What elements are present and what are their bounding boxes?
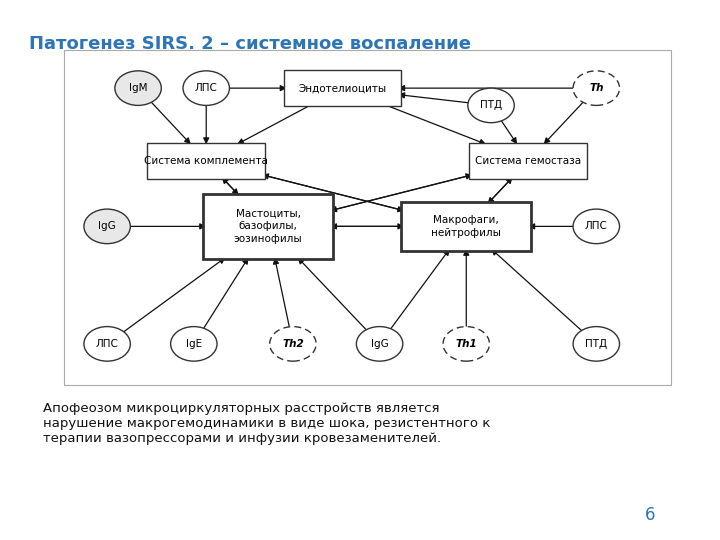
Ellipse shape <box>171 327 217 361</box>
Ellipse shape <box>573 209 619 244</box>
Text: IgG: IgG <box>98 221 116 231</box>
Text: Система комплемента: Система комплемента <box>144 156 268 166</box>
Ellipse shape <box>468 88 514 123</box>
Text: Th1: Th1 <box>455 339 477 349</box>
Ellipse shape <box>573 71 619 105</box>
Text: ЛПС: ЛПС <box>96 339 119 349</box>
Text: ПТД: ПТД <box>585 339 608 349</box>
FancyBboxPatch shape <box>469 143 587 179</box>
Text: Патогенез SIRS. 2 – системное воспаление: Патогенез SIRS. 2 – системное воспаление <box>29 35 471 53</box>
Text: ЛПС: ЛПС <box>585 221 608 231</box>
Ellipse shape <box>270 327 316 361</box>
Text: Мастоциты,
базофилы,
эозинофилы: Мастоциты, базофилы, эозинофилы <box>234 209 302 244</box>
Text: Th2: Th2 <box>282 339 304 349</box>
Text: Th: Th <box>589 83 603 93</box>
Text: Эндотелиоциты: Эндотелиоциты <box>298 83 387 93</box>
Text: Апофеозом микроциркуляторных расстройств является
нарушение макрогемодинамики в : Апофеозом микроциркуляторных расстройств… <box>43 402 490 446</box>
Ellipse shape <box>443 327 490 361</box>
Ellipse shape <box>356 327 402 361</box>
Ellipse shape <box>84 327 130 361</box>
FancyBboxPatch shape <box>203 193 333 259</box>
Text: ПТД: ПТД <box>480 100 502 110</box>
Ellipse shape <box>84 209 130 244</box>
Text: Система гемостаза: Система гемостаза <box>475 156 581 166</box>
Text: IgG: IgG <box>371 339 389 349</box>
Ellipse shape <box>573 327 619 361</box>
Ellipse shape <box>115 71 161 105</box>
Text: 6: 6 <box>644 506 655 524</box>
FancyBboxPatch shape <box>284 70 401 106</box>
Text: ЛПС: ЛПС <box>195 83 217 93</box>
Text: IgM: IgM <box>129 83 148 93</box>
FancyBboxPatch shape <box>401 202 531 251</box>
Text: IgE: IgE <box>186 339 202 349</box>
Text: Макрофаги,
нейтрофилы: Макрофаги, нейтрофилы <box>431 215 501 238</box>
FancyBboxPatch shape <box>64 50 670 386</box>
Ellipse shape <box>183 71 230 105</box>
FancyBboxPatch shape <box>148 143 265 179</box>
